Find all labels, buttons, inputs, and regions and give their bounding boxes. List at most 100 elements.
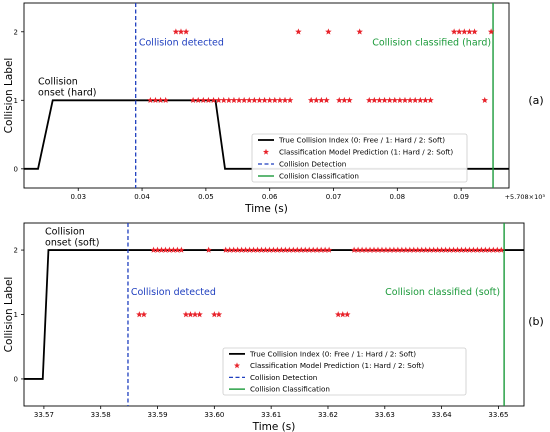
prediction-star bbox=[152, 96, 159, 104]
prediction-star bbox=[196, 311, 203, 318]
prediction-star bbox=[290, 246, 297, 253]
prediction-star bbox=[366, 246, 374, 253]
annotation: Collision detected bbox=[131, 287, 216, 298]
annotation-line: Collision classified (soft) bbox=[385, 287, 500, 298]
plot-area bbox=[24, 223, 524, 406]
prediction-star bbox=[305, 246, 313, 253]
prediction-star bbox=[398, 246, 406, 253]
y-tick-label: 1 bbox=[14, 97, 18, 105]
prediction-star bbox=[210, 96, 217, 104]
prediction-star bbox=[187, 311, 194, 318]
prediction-star bbox=[323, 96, 330, 104]
prediction-star bbox=[325, 28, 332, 35]
prediction-star bbox=[235, 96, 243, 104]
prediction-star bbox=[422, 246, 429, 253]
prediction-star bbox=[302, 246, 309, 253]
prediction-star bbox=[325, 246, 333, 253]
annotation: Collision detected bbox=[139, 37, 224, 48]
prediction-star bbox=[450, 28, 458, 35]
prediction-star bbox=[321, 246, 329, 253]
x-offset-label: +5.708×10³ bbox=[505, 193, 546, 201]
annotation-line: Collision detected bbox=[131, 287, 216, 298]
prediction-star bbox=[386, 96, 393, 104]
legend-label: True Collision Index (0: Free / 1: Hard … bbox=[249, 349, 416, 358]
prediction-star bbox=[262, 246, 269, 253]
annotation-line: Collision bbox=[38, 77, 78, 88]
prediction-star bbox=[242, 246, 249, 253]
x-tick-label: 0.04 bbox=[134, 193, 150, 201]
annotation: Collision classified (soft) bbox=[385, 287, 500, 298]
prediction-star bbox=[466, 246, 473, 253]
legend-label: Classification Model Prediction (1: Hard… bbox=[279, 148, 453, 157]
prediction-star bbox=[256, 96, 263, 104]
prediction-star bbox=[394, 246, 402, 253]
prediction-star bbox=[230, 246, 237, 253]
prediction-star bbox=[466, 28, 473, 35]
x-tick-label: 33.58 bbox=[91, 411, 111, 419]
y-tick-label: 1 bbox=[14, 311, 18, 319]
prediction-star bbox=[150, 246, 157, 253]
x-tick-label: 0.08 bbox=[390, 193, 406, 201]
x-tick-label: 33.60 bbox=[204, 411, 224, 419]
annotation-line: Collision bbox=[45, 227, 85, 238]
prediction-star bbox=[220, 96, 227, 104]
prediction-star bbox=[427, 96, 434, 104]
annotation: Collision onset (soft) bbox=[45, 227, 99, 249]
prediction-star bbox=[418, 246, 425, 253]
prediction-star bbox=[271, 96, 279, 104]
y-tick-label: 0 bbox=[14, 375, 18, 383]
prediction-star bbox=[178, 246, 185, 253]
annotation-line: onset (hard) bbox=[38, 88, 96, 99]
prediction-star bbox=[317, 246, 325, 253]
legend-label: Collision Classification bbox=[250, 385, 330, 394]
prediction-star bbox=[346, 96, 353, 104]
x-tick-label: 33.65 bbox=[488, 411, 508, 419]
prediction-star bbox=[246, 96, 253, 104]
x-tick-label: 33.61 bbox=[261, 411, 281, 419]
prediction-star bbox=[172, 28, 180, 35]
prediction-star bbox=[370, 246, 378, 253]
prediction-star bbox=[341, 96, 348, 104]
prediction-star bbox=[170, 246, 177, 253]
legend-label: Classification Model Prediction (1: Hard… bbox=[250, 361, 424, 370]
prediction-star bbox=[189, 96, 197, 104]
prediction-star bbox=[336, 96, 343, 104]
annotation-line: onset (soft) bbox=[45, 238, 99, 249]
y-tick-label: 0 bbox=[14, 165, 18, 173]
x-tick-label: 33.63 bbox=[375, 411, 395, 419]
prediction-star bbox=[406, 96, 414, 104]
prediction-star bbox=[205, 96, 212, 104]
prediction-star bbox=[471, 28, 478, 35]
prediction-star bbox=[481, 96, 488, 104]
prediction-star bbox=[182, 28, 190, 35]
x-tick-label: 0.09 bbox=[453, 193, 469, 201]
prediction-star bbox=[309, 246, 317, 253]
prediction-star bbox=[282, 246, 289, 253]
annotation: Collision onset (hard) bbox=[38, 77, 96, 99]
prediction-star bbox=[486, 246, 493, 253]
legend-label: Collision Detection bbox=[279, 160, 346, 169]
prediction-star bbox=[182, 311, 190, 318]
prediction-star bbox=[438, 246, 445, 253]
x-tick-label: 33.59 bbox=[147, 411, 167, 419]
prediction-star bbox=[462, 246, 469, 253]
prediction-star bbox=[166, 246, 173, 253]
legend-label: Collision Detection bbox=[250, 373, 317, 382]
prediction-star bbox=[354, 246, 362, 253]
prediction-star bbox=[158, 246, 165, 253]
panel-label: (a) bbox=[528, 94, 543, 107]
annotation-line: Collision detected bbox=[139, 37, 224, 48]
prediction-star bbox=[378, 246, 386, 253]
prediction-star bbox=[234, 246, 241, 253]
prediction-star bbox=[417, 96, 424, 104]
prediction-star bbox=[157, 96, 164, 104]
prediction-star bbox=[266, 96, 273, 104]
prediction-star bbox=[434, 246, 441, 253]
legend: True Collision Index (0: Free / 1: Hard … bbox=[222, 347, 467, 396]
y-tick-label: 2 bbox=[14, 247, 18, 255]
prediction-star bbox=[276, 96, 284, 104]
prediction-star bbox=[313, 246, 321, 253]
x-tick-label: 0.06 bbox=[262, 193, 278, 201]
prediction-star bbox=[215, 311, 223, 318]
prediction-star bbox=[230, 96, 238, 104]
